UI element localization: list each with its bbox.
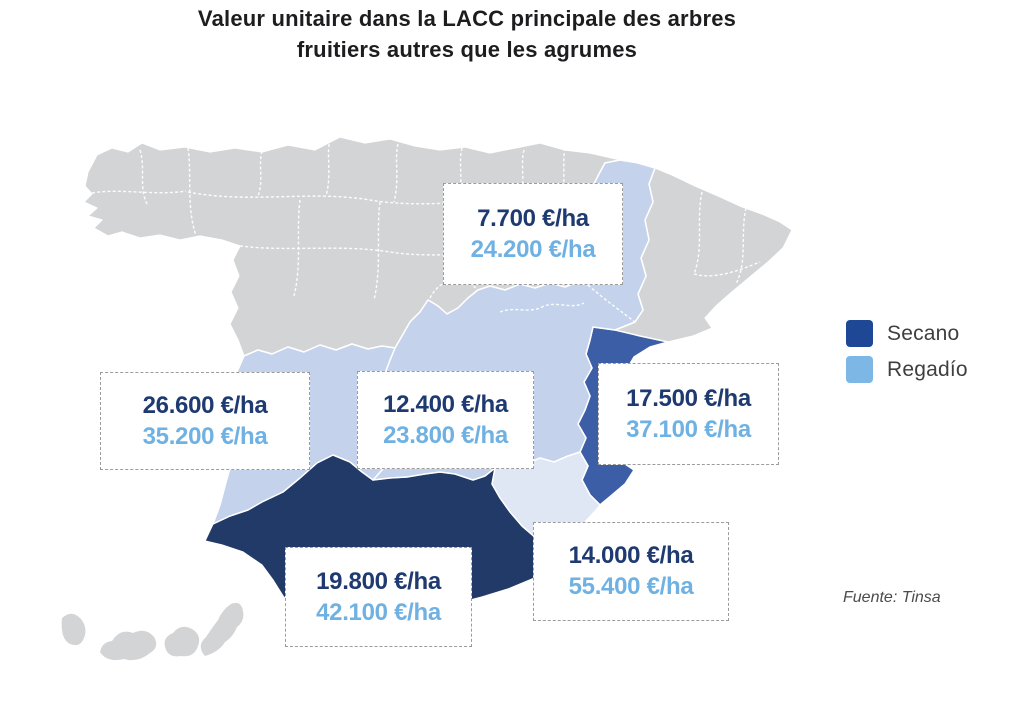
- title-line-2: fruitiers autres que les agrumes: [296, 37, 638, 63]
- regadio-value: 37.100 €/ha: [626, 415, 751, 443]
- title-line-1: Valeur unitaire dans la LACC principale …: [197, 6, 737, 31]
- chart-title: Valeur unitaire dans la LACC principale …: [0, 3, 934, 65]
- regadio-value: 42.100 €/ha: [316, 598, 441, 626]
- regadio-color-swatch: [846, 356, 873, 383]
- secano-value: 26.600 €/ha: [142, 391, 268, 419]
- legend-item-secano: Secano: [846, 320, 968, 347]
- swatch-rect: [846, 356, 873, 383]
- secano-value: 19.800 €/ha: [316, 567, 441, 595]
- legend: Secano Regadío: [846, 320, 968, 383]
- regadio-value: 35.200 €/ha: [142, 422, 268, 450]
- secano-color-swatch: [846, 320, 873, 347]
- legend-label-regadio: Regadío: [887, 357, 968, 381]
- regadio-value: 55.400 €/ha: [568, 573, 694, 600]
- regadio-value: 24.200 €/ha: [470, 235, 596, 263]
- legend-item-regadio: Regadío: [846, 356, 968, 383]
- secano-value: 14.000 €/ha: [568, 542, 694, 570]
- legend-label-secano: Secano: [887, 321, 960, 345]
- callout-east: 17.500 €/ha 37.100 €/ha: [598, 363, 779, 465]
- secano-value: 17.500 €/ha: [626, 384, 751, 412]
- callout-west: 26.600 €/ha 35.200 €/ha: [100, 372, 310, 470]
- secano-value: 7.700 €/ha: [477, 204, 589, 232]
- swatch-rect: [846, 320, 873, 347]
- callout-center: 12.400 €/ha 23.800 €/ha: [357, 371, 534, 469]
- secano-value: 12.400 €/ha: [383, 390, 508, 418]
- source-note: Fuente: Tinsa: [843, 589, 941, 606]
- callout-south: 19.800 €/ha 42.100 €/ha: [285, 547, 472, 647]
- regadio-value: 23.800 €/ha: [383, 421, 508, 449]
- callout-southeast: 14.000 €/ha 55.400 €/ha: [533, 522, 729, 621]
- callout-northeast: 7.700 €/ha 24.200 €/ha: [443, 183, 623, 285]
- region-canary-islands: [61, 602, 244, 661]
